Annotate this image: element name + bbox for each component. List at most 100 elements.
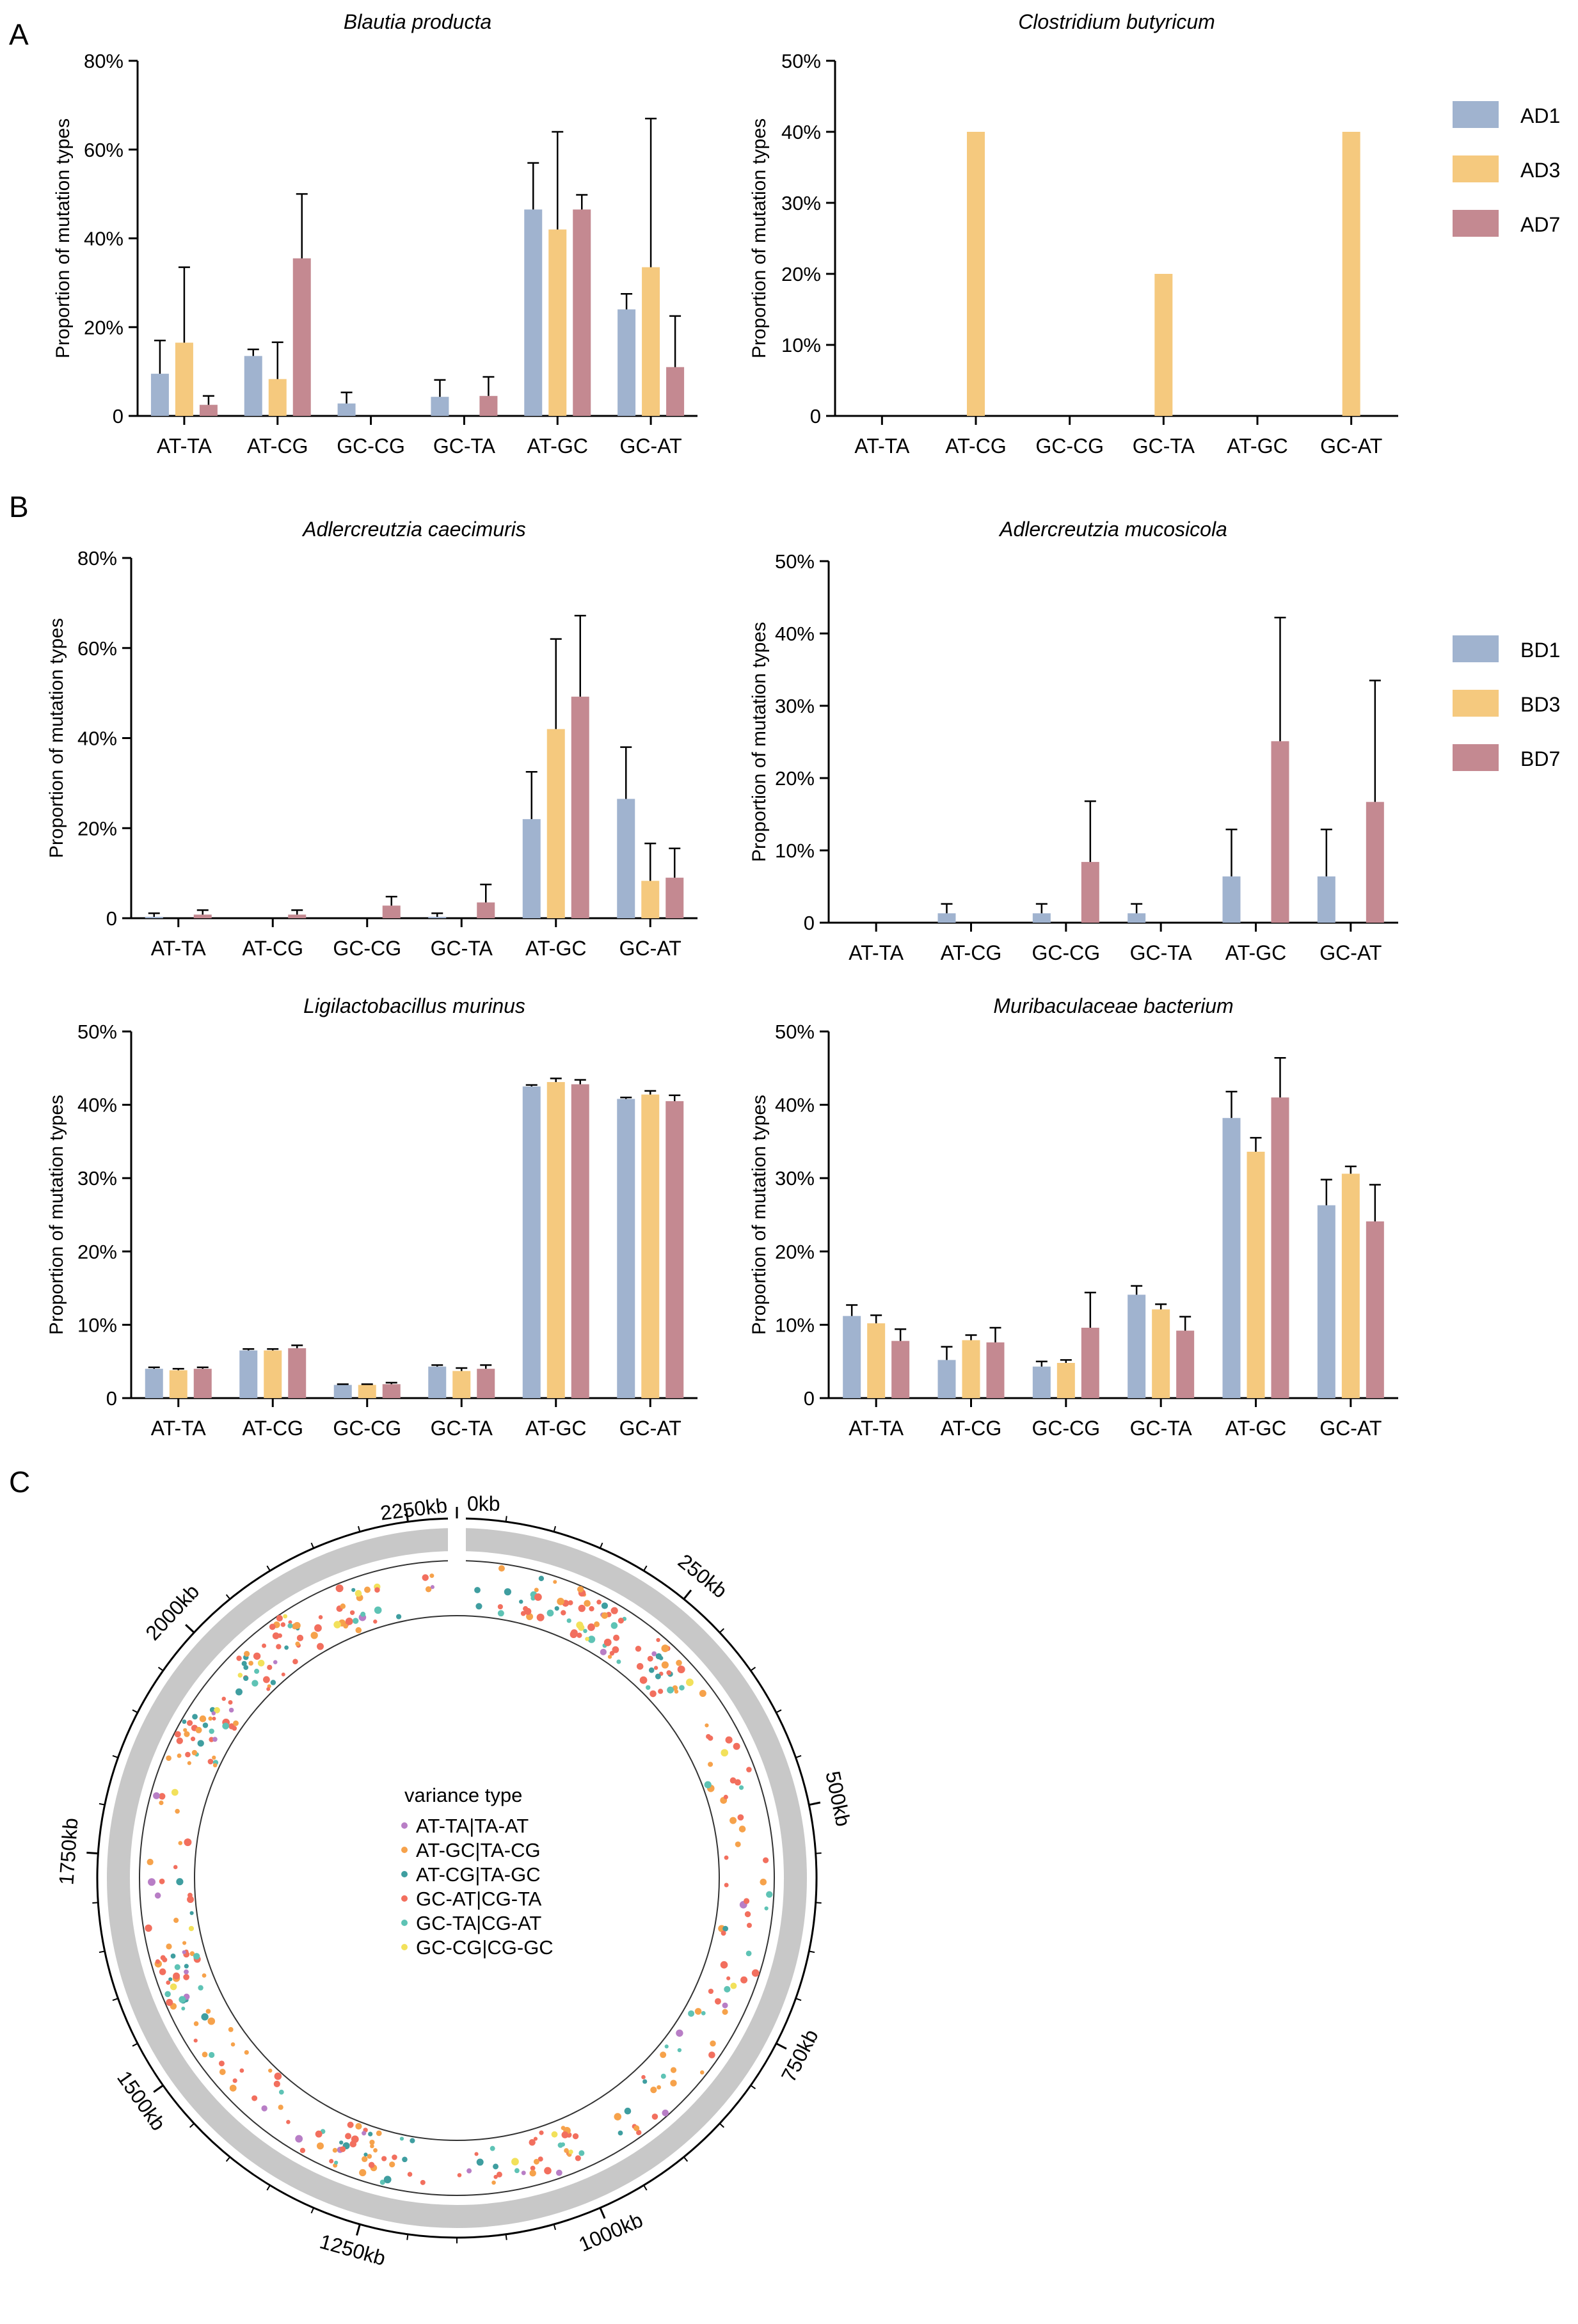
variant-dot	[710, 2040, 716, 2047]
variant-dot	[176, 1737, 184, 1744]
variant-dot	[679, 1685, 685, 1691]
variant-dot	[529, 2170, 536, 2177]
variant-dot	[534, 1593, 542, 1601]
variant-dot	[212, 1716, 216, 1721]
legend-a: AD1 AD3 AD7	[1453, 101, 1560, 237]
variant-dot	[670, 2080, 677, 2087]
variant-dot	[360, 1611, 366, 1617]
chart-title: Blautia producta	[344, 10, 491, 33]
y-tick-label: 50%	[775, 1021, 815, 1043]
circos-minor-tick	[99, 1803, 105, 1806]
y-tick-label: 80%	[84, 50, 124, 72]
circos-major-tick	[153, 2084, 164, 2093]
variant-dot	[184, 1964, 189, 1969]
y-axis-label: Proportion of mutation types	[749, 118, 770, 358]
variant-dot	[232, 2078, 237, 2083]
variant-dot	[538, 2156, 543, 2162]
circos-minor-tick	[553, 1525, 557, 1532]
variant-dot	[155, 1959, 161, 1964]
variant-dot	[614, 1636, 619, 1641]
variant-dot	[474, 2152, 479, 2156]
variant-dot	[283, 1614, 288, 1619]
circos-legend-item-0: AT-TA|TA-AT	[416, 1815, 529, 1837]
circos-legend-item-2: AT-CG|TA-GC	[416, 1863, 541, 1886]
bar	[288, 914, 307, 918]
bar	[571, 696, 589, 918]
bar	[665, 877, 684, 918]
variant-dot	[618, 2130, 623, 2136]
bar	[239, 1350, 258, 1398]
variant-dot	[744, 1911, 751, 1918]
variant-dot	[145, 1924, 152, 1932]
variant-dot	[496, 2171, 502, 2177]
x-tick-label: GC-TA	[433, 434, 496, 458]
variant-dot	[276, 1644, 282, 1650]
x-tick-label: AT-TA	[151, 1417, 207, 1440]
legend-swatch-ad3	[1453, 155, 1499, 182]
variant-dot	[228, 1707, 234, 1713]
variant-dot	[166, 1755, 171, 1761]
bar	[193, 914, 212, 918]
legend-label-bd7: BD7	[1520, 747, 1560, 770]
circos-minor-tick	[310, 2208, 315, 2214]
variant-dot	[466, 2168, 472, 2174]
variant-dot	[221, 1696, 227, 1701]
bar	[1222, 1118, 1241, 1398]
circos-tick-label: 750kb	[777, 2026, 823, 2086]
variant-dot	[583, 1628, 587, 1634]
variant-dot	[634, 2125, 640, 2131]
variant-dot	[153, 1792, 160, 1799]
variant-dot	[159, 1793, 166, 1800]
circos-legend-dot-4	[401, 1920, 408, 1926]
panel-label-a: A	[9, 18, 29, 51]
variant-dot	[661, 1661, 669, 1669]
y-tick-label: 0	[106, 1387, 117, 1410]
circos-minor-tick	[776, 1709, 782, 1714]
bar	[1366, 1221, 1384, 1398]
variant-dot	[370, 2144, 374, 2149]
variant-dot	[193, 2038, 198, 2043]
circos-minor-tick	[112, 1755, 118, 1758]
bar	[1128, 913, 1146, 923]
variant-dot	[735, 1841, 741, 1847]
variant-dot	[699, 2070, 705, 2075]
variant-dot	[209, 1707, 216, 1713]
y-tick-label: 20%	[77, 1241, 117, 1263]
circos-major-tick	[808, 1801, 821, 1806]
circos-minor-tick	[683, 2156, 689, 2162]
variant-dot	[187, 1895, 195, 1903]
variant-dot	[708, 2051, 715, 2058]
variant-dot	[704, 1781, 712, 1788]
variant-dot	[724, 1855, 729, 1860]
circos-minor-tick	[815, 1852, 822, 1854]
y-tick-label: 60%	[84, 139, 124, 161]
variant-dot	[714, 1998, 721, 2005]
variant-dot	[724, 1986, 731, 1993]
variant-dot	[737, 1814, 744, 1821]
bar	[1341, 1174, 1360, 1398]
bar	[199, 404, 218, 416]
variant-dot	[564, 2148, 569, 2153]
variant-dot	[243, 1665, 249, 1670]
bar	[382, 905, 401, 918]
legend-swatch-bd3	[1453, 690, 1499, 717]
variant-dot	[746, 1923, 752, 1929]
variant-dot	[159, 1968, 166, 1975]
variant-dot	[651, 1651, 657, 1657]
variant-dot	[676, 2029, 683, 2037]
bar	[292, 258, 311, 416]
x-tick-label: AT-CG	[941, 941, 1001, 964]
variant-dot	[658, 1689, 664, 1694]
variant-dot	[154, 1892, 161, 1899]
variant-dot	[347, 2121, 354, 2128]
variant-dot	[280, 1622, 286, 1627]
y-tick-label: 20%	[781, 263, 821, 285]
circos-legend-dot-5	[401, 1944, 408, 1950]
variant-dot	[504, 1588, 511, 1596]
y-tick-label: 40%	[77, 1094, 117, 1117]
variant-dot	[647, 1655, 653, 1662]
variant-dot	[261, 2105, 267, 2112]
variant-dot	[363, 2153, 368, 2157]
circos-minor-tick	[310, 1542, 315, 1548]
variant-dot	[392, 2154, 397, 2160]
